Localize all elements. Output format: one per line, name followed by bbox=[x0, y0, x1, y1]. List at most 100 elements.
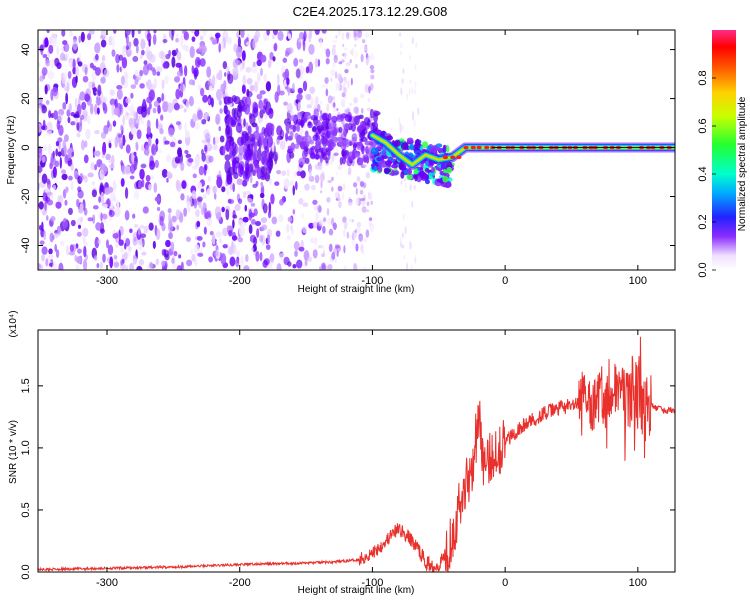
heatmap-cell bbox=[308, 44, 315, 55]
heatmap-cell bbox=[166, 154, 171, 163]
heatmap-cell bbox=[279, 198, 284, 206]
heatmap-cell bbox=[413, 118, 416, 128]
heatmap-cell bbox=[100, 76, 106, 84]
heatmap-cell bbox=[349, 102, 353, 107]
heatmap-cell bbox=[400, 180, 403, 185]
heatmap-cell bbox=[87, 172, 94, 178]
y-tick-label: 0.0 bbox=[20, 564, 32, 579]
heatmap-cell bbox=[139, 168, 145, 180]
heatmap-cell bbox=[293, 240, 300, 251]
heatmap-cell bbox=[190, 249, 194, 255]
heatmap-cell bbox=[241, 50, 246, 61]
heatmap-cell bbox=[276, 169, 282, 175]
heatmap-cell bbox=[330, 69, 335, 77]
heatmap-cell bbox=[260, 217, 268, 223]
heatmap-cell bbox=[259, 192, 265, 199]
heatmap-cell bbox=[252, 152, 257, 167]
heatmap-cell bbox=[64, 199, 68, 206]
heatmap-cell bbox=[411, 86, 414, 95]
heatmap-cell bbox=[146, 32, 152, 42]
heatmap-cell bbox=[197, 109, 203, 120]
heatmap-cell bbox=[221, 186, 226, 193]
heatmap-cell bbox=[40, 104, 48, 114]
heatmap-cell bbox=[353, 143, 357, 149]
heatmap-cell bbox=[122, 114, 125, 127]
heatmap-cell bbox=[201, 118, 207, 125]
heatmap-cell bbox=[139, 224, 145, 229]
heatmap-cell bbox=[277, 30, 284, 41]
heatmap-cell bbox=[235, 258, 240, 268]
heatmap-cell bbox=[232, 219, 235, 229]
heatmap-cell bbox=[227, 96, 234, 104]
heatmap-cell bbox=[313, 205, 319, 211]
heatmap-cell bbox=[68, 175, 73, 181]
heatmap-cell bbox=[406, 266, 409, 270]
heatmap-cell bbox=[136, 265, 143, 270]
heatmap-cell bbox=[89, 103, 94, 115]
heatmap-cell bbox=[262, 105, 266, 114]
heatmap-cell bbox=[84, 66, 88, 76]
heatmap-cell bbox=[343, 79, 348, 85]
heatmap-cell bbox=[180, 162, 185, 172]
heatmap-cell bbox=[307, 121, 313, 129]
heatmap-cell bbox=[230, 115, 238, 126]
heatmap-cell bbox=[199, 87, 205, 97]
heatmap-cell bbox=[327, 142, 332, 151]
heatmap-cell bbox=[180, 193, 185, 201]
heatmap-cell bbox=[369, 221, 372, 227]
heatmap-cell bbox=[304, 157, 310, 164]
heatmap-cell bbox=[291, 227, 294, 236]
heatmap-cell bbox=[175, 179, 181, 190]
heatmap-cell bbox=[242, 74, 247, 86]
heatmap-cell bbox=[226, 65, 230, 74]
heatmap-cell bbox=[319, 110, 323, 116]
heatmap-cell bbox=[327, 95, 333, 104]
heatmap-cell bbox=[204, 132, 211, 142]
heatmap-cell bbox=[139, 54, 143, 60]
heatmap-cell bbox=[260, 166, 268, 176]
heatmap-cell bbox=[286, 169, 290, 177]
heatmap-cell bbox=[53, 110, 59, 120]
heatmap-cell bbox=[331, 176, 334, 182]
heatmap-cell bbox=[41, 156, 46, 163]
heatmap-cell bbox=[139, 115, 145, 126]
heatmap-cell bbox=[342, 182, 346, 191]
ridge-peak bbox=[463, 145, 469, 150]
heatmap-cell bbox=[368, 141, 374, 147]
heatmap-cell bbox=[212, 74, 215, 87]
heatmap-cell bbox=[69, 30, 73, 37]
heatmap-cell bbox=[406, 173, 413, 181]
heatmap-cell bbox=[87, 217, 94, 222]
heatmap-cell bbox=[256, 59, 262, 67]
heatmap-cell bbox=[246, 37, 249, 42]
heatmap-cell bbox=[192, 79, 196, 86]
heatmap-cell bbox=[316, 138, 322, 144]
heatmap-cell bbox=[336, 250, 339, 257]
heatmap-cell bbox=[266, 135, 273, 148]
spectrogram-frame bbox=[37, 29, 676, 271]
heatmap-cell bbox=[308, 61, 314, 74]
heatmap-cell bbox=[360, 197, 366, 202]
heatmap-cell bbox=[246, 90, 253, 98]
heatmap-cell bbox=[324, 77, 329, 84]
heatmap-cell bbox=[191, 253, 196, 262]
heatmap-cell bbox=[302, 80, 308, 92]
heatmap-cell bbox=[77, 248, 82, 254]
heatmap-cell bbox=[356, 176, 361, 182]
heatmap-cell bbox=[336, 107, 339, 112]
heatmap-cell bbox=[248, 212, 255, 218]
heatmap-cell bbox=[143, 225, 149, 234]
heatmap-cell bbox=[173, 76, 181, 83]
heatmap-cell bbox=[44, 201, 47, 211]
heatmap-cell bbox=[66, 245, 69, 256]
heatmap-cell bbox=[103, 124, 109, 135]
heatmap-cell bbox=[421, 141, 429, 149]
heatmap-cell bbox=[413, 147, 421, 155]
heatmap-cell bbox=[298, 31, 304, 40]
heatmap-cell bbox=[175, 37, 179, 43]
heatmap-cell bbox=[333, 55, 338, 64]
heatmap-cell bbox=[416, 176, 422, 183]
heatmap-cell bbox=[114, 241, 119, 249]
